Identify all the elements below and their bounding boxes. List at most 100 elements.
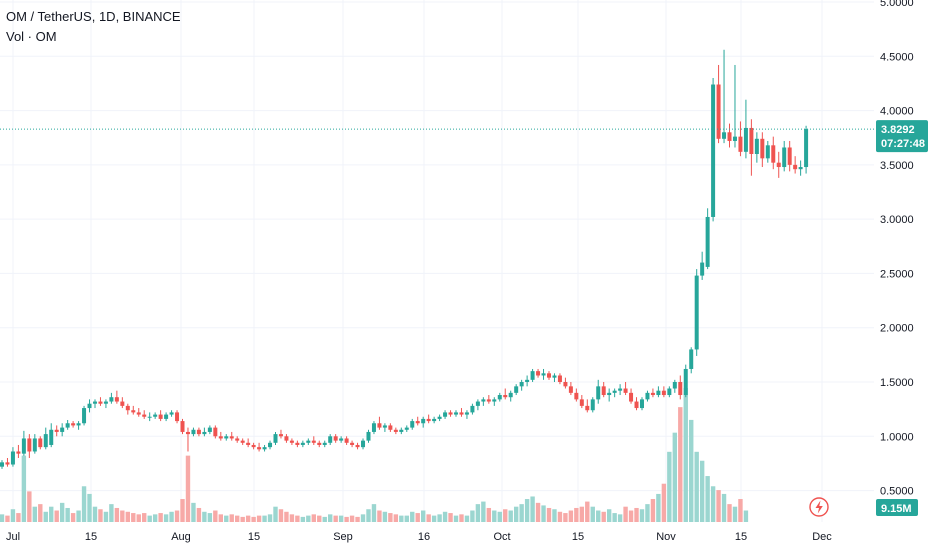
candle-body bbox=[235, 438, 240, 441]
candle bbox=[114, 390, 119, 404]
candle bbox=[10, 447, 15, 467]
candle-body bbox=[65, 423, 70, 428]
candle-body bbox=[804, 129, 809, 168]
time-axis[interactable]: Jul 15 Aug 15 Sep 16 Oct 15 Nov 15 Dec bbox=[6, 531, 832, 543]
candle-body bbox=[87, 403, 92, 409]
volume-bar bbox=[59, 502, 65, 522]
candle-body bbox=[10, 451, 15, 465]
volume-bar bbox=[524, 499, 530, 522]
candle bbox=[317, 440, 322, 448]
candle bbox=[213, 425, 218, 439]
volume-bar bbox=[716, 490, 721, 522]
candle-body bbox=[793, 164, 798, 170]
volume-bar bbox=[185, 455, 191, 522]
candle bbox=[705, 208, 710, 270]
candle-body bbox=[678, 382, 683, 396]
candle-body bbox=[743, 127, 748, 152]
candle bbox=[656, 386, 661, 398]
candle bbox=[568, 382, 573, 396]
candle bbox=[459, 408, 464, 417]
volume-bar bbox=[431, 515, 437, 522]
candle-body bbox=[311, 440, 316, 443]
candle-body bbox=[399, 429, 404, 432]
candle bbox=[382, 423, 387, 432]
volume-bar bbox=[360, 514, 366, 522]
candle bbox=[235, 436, 240, 443]
y-tick-label: 5.0000 bbox=[880, 0, 914, 9]
volume-bar bbox=[579, 506, 585, 522]
candle bbox=[142, 410, 147, 419]
volume-bar bbox=[10, 509, 16, 522]
candle bbox=[601, 382, 606, 398]
candle bbox=[639, 397, 644, 411]
volume-bar bbox=[163, 514, 169, 522]
candle bbox=[92, 399, 97, 409]
candle-body bbox=[196, 429, 201, 435]
candle bbox=[536, 368, 541, 378]
volume-indicator-title[interactable]: Vol · OM bbox=[6, 29, 57, 44]
volume-bar bbox=[519, 504, 524, 522]
volume-bar bbox=[634, 507, 639, 522]
candle-body bbox=[355, 444, 360, 448]
price-axis[interactable]: 5.0000 4.5000 4.0000 3.5000 3.0000 2.5000 2.00… bbox=[880, 0, 914, 498]
candle bbox=[486, 395, 491, 404]
candle-body bbox=[153, 414, 158, 417]
candle-body bbox=[601, 386, 606, 396]
volume-bar bbox=[639, 509, 645, 522]
volume-bar bbox=[169, 511, 174, 522]
candle-body bbox=[218, 436, 223, 439]
candle bbox=[361, 438, 366, 450]
volume-bar bbox=[306, 515, 311, 522]
volume-bar bbox=[65, 507, 70, 522]
candle bbox=[557, 373, 562, 385]
volume-bar bbox=[699, 460, 705, 522]
candle bbox=[421, 416, 426, 428]
volume-bar bbox=[404, 515, 409, 522]
chart-legend: OM / TetherUS, 1D, BINANCE Vol · OM bbox=[6, 8, 181, 46]
y-tick-label: 2.0000 bbox=[880, 323, 914, 335]
candle-body bbox=[623, 388, 628, 393]
candle bbox=[410, 418, 415, 430]
candle bbox=[76, 421, 81, 430]
candle bbox=[169, 410, 174, 417]
candle-body bbox=[432, 418, 437, 422]
lightning-icon[interactable] bbox=[809, 497, 829, 517]
candle-body bbox=[76, 423, 81, 426]
candle-body bbox=[727, 132, 732, 141]
volume-bar bbox=[240, 516, 245, 522]
volume-bar bbox=[349, 515, 355, 522]
candle bbox=[87, 399, 92, 413]
candle bbox=[612, 388, 617, 398]
x-tick-label: Jul bbox=[6, 531, 20, 543]
candle-body bbox=[0, 462, 4, 467]
candle bbox=[355, 442, 360, 450]
volume-bar bbox=[721, 493, 727, 522]
candle-body bbox=[257, 447, 262, 450]
candle-body bbox=[536, 371, 541, 376]
candle-body bbox=[278, 434, 283, 437]
volume-bar bbox=[76, 510, 81, 522]
volume-bar bbox=[70, 513, 76, 522]
volume-bar bbox=[251, 516, 256, 522]
candle-body bbox=[519, 382, 524, 387]
volume-bar bbox=[0, 514, 5, 522]
candle bbox=[623, 382, 628, 396]
x-tick-label: 15 bbox=[735, 531, 747, 543]
candle bbox=[32, 434, 37, 454]
candle-body bbox=[49, 429, 54, 445]
candle bbox=[470, 403, 475, 415]
candle bbox=[49, 423, 54, 448]
candle-body bbox=[71, 423, 76, 426]
candle-body bbox=[547, 373, 551, 378]
candle-body bbox=[563, 382, 568, 387]
volume-bar bbox=[338, 515, 344, 522]
candle-body bbox=[229, 436, 234, 439]
candle bbox=[404, 425, 409, 432]
candle-body bbox=[782, 147, 787, 168]
symbol-title[interactable]: OM / TetherUS, 1D, BINANCE bbox=[6, 9, 181, 24]
volume-bar bbox=[535, 502, 541, 522]
candle bbox=[196, 427, 201, 437]
candle bbox=[454, 410, 459, 417]
candle bbox=[590, 397, 595, 413]
